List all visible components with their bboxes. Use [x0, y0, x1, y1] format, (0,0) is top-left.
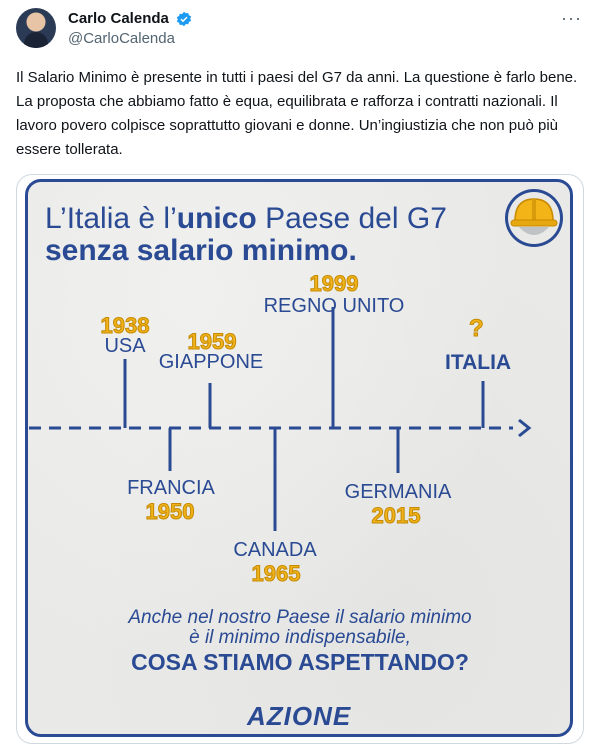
timeline-year-regno-unito: 1999: [309, 271, 359, 297]
timeline-country-italia: ITALIA: [445, 351, 512, 374]
timeline-country-regno-unito: REGNO UNITO: [263, 295, 405, 317]
poster: L’Italia è l’unico Paese del G7 senza sa…: [17, 175, 583, 743]
timeline-year-italia: ?: [469, 315, 485, 343]
azione-logo: AZIONE: [247, 701, 352, 731]
headline-part1: L’Italia è l’: [45, 202, 177, 235]
timeline-year-giappone: 1959: [187, 329, 237, 355]
author-handle[interactable]: @CarloCalenda: [68, 30, 175, 47]
timeline-year-francia: 1950: [145, 499, 195, 525]
tweet-text: Il Salario Minimo è presente in tutti i …: [16, 69, 582, 158]
headline-line2: senza salario minimo.: [45, 234, 357, 267]
more-options-icon[interactable]: ···: [561, 8, 582, 28]
timeline-country-francia: FRANCIA: [127, 477, 215, 499]
closing-line2: è il minimo indispensabile,: [189, 627, 411, 648]
tweet-image[interactable]: L’Italia è l’unico Paese del G7 senza sa…: [16, 174, 584, 744]
verified-badge-icon: [176, 11, 192, 27]
author-name[interactable]: Carlo Calenda: [68, 10, 169, 27]
tweet-header: Carlo Calenda @CarloCalenda ···: [16, 8, 586, 58]
hard-hat-icon: [505, 189, 563, 247]
timeline-year-canada: 1965: [251, 561, 301, 587]
timeline-country-canada: CANADA: [233, 539, 317, 561]
timeline-year-germania: 2015: [371, 503, 421, 529]
timeline-year-usa: 1938: [100, 313, 150, 339]
timeline-country-usa: USA: [104, 335, 146, 357]
closing-line1: Anche nel nostro Paese il salario minimo: [128, 607, 472, 628]
poster-frame: [25, 179, 573, 737]
avatar[interactable]: [16, 8, 56, 48]
timeline: [29, 307, 532, 531]
poster-headline: L’Italia è l’unico Paese del G7 senza sa…: [45, 203, 447, 267]
closing-question: COSA STIAMO ASPETTANDO?: [131, 649, 469, 675]
timeline-country-germania: GERMANIA: [344, 481, 452, 503]
timeline-country-giappone: GIAPPONE: [158, 351, 264, 373]
headline-bold: unico: [176, 202, 257, 235]
headline-part2: Paese del G7: [256, 202, 447, 235]
